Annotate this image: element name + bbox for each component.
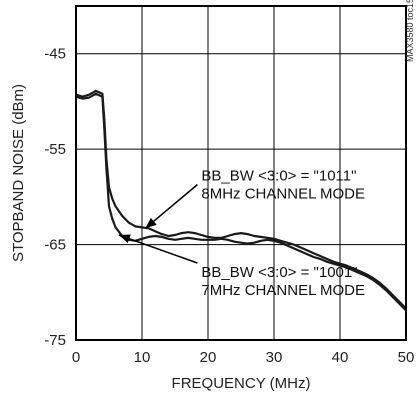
x-tick-label: 10 [134,349,151,366]
y-tick-label: -45 [44,46,66,63]
annotation-line2: 8MHz CHANNEL MODE [201,186,365,203]
y-tick-label: -55 [44,141,66,158]
y-tick-label: -75 [44,332,66,349]
y-tick-label: -65 [44,237,66,254]
annotation-arrow-shaft [118,234,198,264]
series-line-1 [75,89,407,310]
series-line-2 [75,92,407,312]
plot-frame [75,5,407,341]
x-tick-label: 20 [200,349,217,366]
annotation-arrow-shaft [144,184,198,229]
x-tick-label: 40 [332,349,349,366]
y-axis-label: STOPBAND NOISE (dBm) [10,84,27,262]
figure-code: MAX3580 toc15 [405,0,415,62]
x-tick-label: 0 [72,349,80,366]
series-curves [75,89,407,312]
y-tick-labels: -45 -55 -65 -75 [44,46,66,349]
annotation-line1: BB_BW <3:0> = "1011" [201,168,356,185]
x-tick-label: 50 [398,349,415,366]
annotations: BB_BW <3:0> = "1011"8MHz CHANNEL MODE BB_… [118,168,365,299]
x-tick-label: 30 [266,349,283,366]
x-axis-label: FREQUENCY (MHz) [172,375,311,392]
annotation-line2: 7MHz CHANNEL MODE [201,282,365,299]
annotation-arrow-head [118,234,131,243]
annotation-arrow-head [145,217,157,229]
x-tick-labels: 0 10 20 30 40 50 [72,349,415,366]
annotation-line1: BB_BW <3:0> = "1001" [201,264,357,281]
grid [76,6,406,340]
